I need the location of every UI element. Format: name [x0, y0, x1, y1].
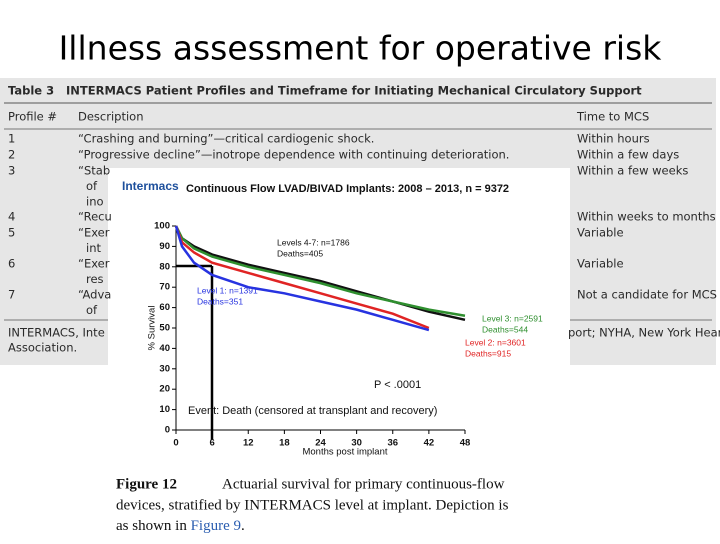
- series-deaths: Deaths=351: [197, 296, 243, 306]
- caption-line: devices, stratified by INTERMACS level a…: [116, 497, 509, 513]
- event-note: Event: Death (censored at transplant and…: [188, 405, 437, 417]
- profile-number: 2: [8, 148, 15, 162]
- profile-number: 3: [8, 164, 15, 178]
- series-label: Level 3: n=2591: [482, 313, 543, 323]
- x-tick-label: 36: [387, 438, 398, 449]
- figure-link: Figure 9: [191, 518, 241, 534]
- caption-line: as shown in Figure 9.: [116, 518, 245, 534]
- profile-number: 6: [8, 257, 15, 271]
- column-header: Time to MCS: [576, 110, 649, 124]
- series-deaths: Deaths=405: [277, 248, 323, 258]
- table-caption: INTERMACS Patient Profiles and Timeframe…: [66, 84, 642, 98]
- y-tick-label: 80: [159, 261, 170, 272]
- time-to-mcs: Variable: [577, 257, 624, 271]
- slide-title: Illness assessment for operative risk: [59, 29, 663, 68]
- profile-number: 1: [8, 132, 15, 146]
- figure-label: Figure 12: [116, 476, 177, 492]
- description: “Exer: [78, 257, 110, 271]
- x-tick-label: 42: [424, 438, 435, 449]
- x-tick-label: 24: [315, 438, 326, 449]
- series-deaths: Deaths=544: [482, 324, 528, 334]
- x-tick-label: 48: [460, 438, 471, 449]
- footnote: port; NYHA, New York Heart: [568, 326, 720, 340]
- x-tick-label: 12: [243, 438, 254, 449]
- series-label: Level 1: n=1391: [197, 285, 258, 295]
- description: of: [86, 179, 98, 193]
- y-axis-label: % Survival: [147, 306, 158, 351]
- y-tick-label: 50: [159, 323, 170, 334]
- x-tick-label: 30: [351, 438, 362, 449]
- footnote: INTERMACS, Inte: [8, 326, 105, 340]
- time-to-mcs: Variable: [577, 226, 624, 240]
- description: res: [86, 272, 104, 286]
- description: of: [86, 303, 98, 317]
- y-tick-label: 100: [154, 221, 170, 232]
- column-header: Description: [78, 110, 144, 124]
- x-tick-label: 6: [209, 438, 214, 449]
- chart-panel: [108, 168, 570, 458]
- caption-line: Actuarial survival for primary continuou…: [222, 476, 505, 492]
- time-to-mcs: Within a few days: [577, 148, 679, 162]
- profile-number: 4: [8, 210, 15, 224]
- description: “Crashing and burning”—critical cardioge…: [78, 132, 374, 146]
- y-tick-label: 70: [159, 282, 170, 293]
- description: “Adva: [78, 288, 111, 302]
- time-to-mcs: Within a few weeks: [577, 164, 688, 178]
- time-to-mcs: Within hours: [577, 132, 650, 146]
- y-tick-label: 10: [159, 404, 170, 415]
- time-to-mcs: Not a candidate for MCS: [577, 288, 717, 302]
- chart-title: Continuous Flow LVAD/BIVAD Implants: 200…: [186, 183, 509, 195]
- y-tick-label: 60: [159, 302, 170, 313]
- profile-number: 7: [8, 288, 15, 302]
- x-axis-label: Months post implant: [302, 447, 387, 458]
- description: “Recu: [78, 210, 112, 224]
- description: “Exer: [78, 226, 110, 240]
- y-tick-label: 90: [159, 241, 170, 252]
- footnote: Association.: [8, 341, 77, 355]
- x-tick-label: 18: [279, 438, 290, 449]
- description: “Progressive decline”—inotrope dependenc…: [78, 148, 509, 162]
- description: ino: [86, 195, 104, 209]
- description: int: [86, 241, 101, 255]
- y-tick-label: 0: [165, 425, 170, 436]
- x-tick-label: 0: [173, 438, 178, 449]
- caption-text: as shown in: [116, 518, 191, 534]
- profile-number: 5: [8, 226, 15, 240]
- column-header: Profile #: [8, 110, 57, 124]
- survival-line: [174, 225, 430, 330]
- p-value: P < .0001: [374, 379, 421, 391]
- table-label: Table 3: [8, 84, 54, 98]
- series-label: Levels 4-7: n=1786: [277, 237, 350, 247]
- y-tick-label: 20: [159, 384, 170, 395]
- logo: Intermacs: [122, 179, 179, 193]
- series-label: Level 2: n=3601: [465, 337, 526, 347]
- survival-line: [174, 225, 430, 332]
- description: “Stab: [78, 164, 110, 178]
- series-deaths: Deaths=915: [465, 348, 511, 358]
- survival-line: [174, 225, 466, 317]
- y-tick-label: 40: [159, 343, 170, 354]
- y-tick-label: 30: [159, 363, 170, 374]
- caption-text: .: [241, 518, 245, 534]
- time-to-mcs: Within weeks to months: [577, 210, 716, 224]
